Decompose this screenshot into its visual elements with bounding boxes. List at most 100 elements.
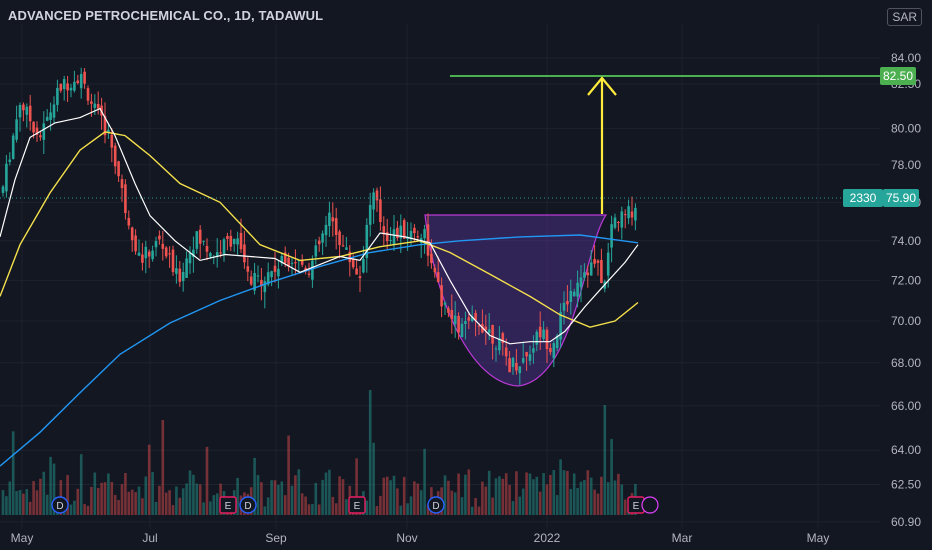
candle-body [487,329,491,333]
candle-body [396,227,399,239]
candle-body [392,229,396,245]
volume-bar [620,484,624,515]
target-arrow[interactable] [587,76,617,214]
volume-bar [73,500,76,515]
volume-bar [100,482,103,515]
volume-bar [297,469,301,515]
volume-bars [1,390,637,515]
volume-bar [15,491,18,515]
candle-body [453,315,457,325]
candle-body [171,249,175,273]
candle-body [49,112,52,121]
candle-body [368,204,372,225]
volume-bar [66,474,69,515]
candle-body [623,214,627,216]
candle-body [576,282,579,297]
candle-body [39,135,42,138]
volume-bar [515,471,518,515]
volume-bar [76,488,80,515]
candle-body [311,260,314,280]
candle-body [90,101,93,104]
candle-body [236,238,239,245]
volume-bar [559,459,562,515]
candle-body [56,87,59,105]
volume-bar [399,505,403,515]
y-axis: 84.0082.5080.0078.0076.0074.0072.0070.00… [891,51,921,529]
volume-bar [171,505,175,515]
candle-body [307,273,311,275]
candle-body [630,211,634,218]
volume-bar [202,502,205,515]
volume-bar [277,484,280,515]
candle-body [192,249,195,257]
volume-bar [331,496,335,515]
candle-body [504,347,508,357]
volume-bar [562,470,566,515]
x-tick-label: Nov [396,531,417,545]
candle-body [188,252,192,264]
candle-body [579,277,583,288]
candle-body [141,254,144,263]
y-tick-label: 64.00 [891,443,921,457]
volume-bar [542,473,545,515]
volume-bar [205,446,209,515]
volume-bar [617,473,620,515]
volume-bar [426,504,430,515]
y-tick-label: 72.00 [891,273,921,287]
volume-bar [365,500,369,515]
volume-bar [134,492,137,515]
candle-body [229,235,233,247]
y-tick-label: 62.50 [891,477,921,491]
volume-bar [494,478,498,515]
volume-bar [236,477,239,515]
volume-bar [508,484,511,515]
candle-body [266,272,270,285]
volume-bar [283,495,287,515]
volume-bar [178,497,182,515]
volume-bar [603,405,607,515]
volume-bar [158,485,161,515]
candle-body [610,224,613,248]
candle-body [263,281,267,293]
volume-bar [613,480,617,515]
candle-body [382,226,386,235]
volume-bar [328,469,331,515]
candle-body [1,186,5,193]
volume-bar [491,497,494,515]
currency-badge[interactable]: SAR [887,8,922,26]
volume-bar [545,484,549,515]
x-tick-label: May [11,531,34,545]
candle-body [198,229,202,244]
volume-bar [477,506,481,515]
event-marker-label: D [56,501,63,512]
candle-body [501,333,505,344]
volume-bar [266,497,270,515]
candle-body [440,285,443,307]
volume-bar [610,439,613,515]
candle-body [110,134,114,148]
event-marker-label: E [354,501,361,512]
volume-bar [28,501,32,515]
candle-body [334,218,338,235]
x-tick-label: 2022 [534,531,561,545]
y-tick-label: 84.00 [891,51,921,65]
volume-bar [593,489,596,515]
candle-body [120,179,124,189]
volume-bar [481,481,484,515]
candle-body [362,259,365,273]
volume-bar [345,499,348,515]
candle-body [273,265,277,272]
volume-bar [42,471,46,515]
candle-body [321,233,324,243]
candle-body [525,352,528,357]
candle-body [151,250,154,260]
candle-body [164,247,168,257]
candle-body [409,230,413,240]
volume-bar [300,493,304,515]
volume-bar [8,481,12,515]
y-tick-label: 68.00 [891,356,921,370]
candle-body [515,362,518,371]
x-tick-label: Jul [142,531,157,545]
volume-bar [447,480,450,515]
